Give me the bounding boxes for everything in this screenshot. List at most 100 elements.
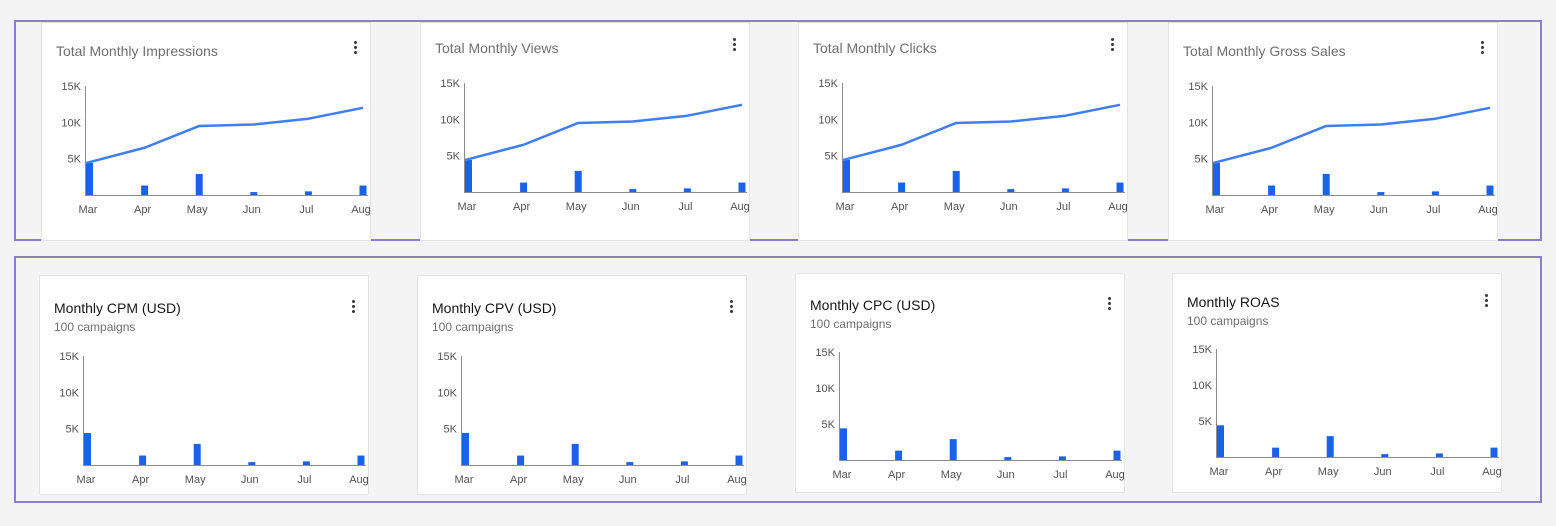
card-title: Monthly ROAS: [1187, 294, 1280, 310]
bar[interactable]: [359, 185, 367, 195]
bar[interactable]: [517, 455, 525, 465]
bar[interactable]: [626, 462, 634, 465]
x-tick-label: Mar: [833, 469, 852, 481]
bar[interactable]: [465, 160, 472, 192]
card-subtitle: 100 campaigns: [810, 317, 892, 331]
overflow-menu-icon[interactable]: [1475, 39, 1489, 57]
chart: 15K 10K 5K Mar Apr May Jun Jul Aug: [437, 351, 746, 486]
bar[interactable]: [84, 433, 91, 465]
x-tick-label: Aug: [1478, 204, 1498, 216]
overflow-menu-icon[interactable]: [1102, 295, 1116, 313]
bar[interactable]: [1486, 185, 1494, 195]
bar[interactable]: [1490, 447, 1498, 457]
y-tick-label: 5K: [66, 424, 80, 436]
chart-card: Monthly CPM (USD) 100 campaigns 15K 10K 5K Ma…: [39, 275, 369, 495]
bar[interactable]: [571, 443, 579, 465]
bar[interactable]: [735, 455, 743, 465]
bottom-kpi-row: Monthly CPM (USD) 100 campaigns 15K 10K 5K Ma…: [14, 256, 1542, 503]
overflow-menu-icon[interactable]: [1105, 36, 1119, 54]
bar[interactable]: [302, 461, 310, 465]
bar[interactable]: [1058, 456, 1066, 460]
y-tick-label: 15K: [1188, 81, 1208, 93]
overflow-menu-icon[interactable]: [724, 298, 738, 316]
menu-dot: [730, 300, 733, 303]
bar[interactable]: [462, 433, 469, 465]
bar[interactable]: [195, 173, 203, 195]
x-tick-label: Aug: [349, 474, 369, 486]
bar[interactable]: [1113, 450, 1121, 460]
y-tick-label: 10K: [1188, 117, 1208, 129]
x-tick-label: Jul: [675, 474, 689, 486]
bar[interactable]: [574, 170, 582, 192]
x-tick-label: Jun: [997, 469, 1015, 481]
bar[interactable]: [1007, 189, 1015, 192]
bar[interactable]: [1268, 185, 1276, 195]
y-tick-label: 10K: [59, 387, 79, 399]
bar[interactable]: [1377, 192, 1385, 195]
bar[interactable]: [738, 182, 746, 192]
bar[interactable]: [193, 443, 201, 465]
card-title: Monthly CPC (USD): [810, 297, 936, 313]
bar[interactable]: [898, 182, 906, 192]
x-tick-label: Jun: [241, 474, 259, 486]
overflow-menu-icon[interactable]: [1479, 292, 1493, 310]
chart: 15K 10K 5K Mar Apr May Jun Jul Aug: [440, 78, 749, 213]
menu-dot: [1481, 41, 1484, 44]
x-tick-label: Jul: [299, 204, 313, 216]
menu-dot: [730, 310, 733, 313]
y-tick-label: 5K: [1195, 154, 1209, 166]
y-tick-label: 5K: [444, 424, 458, 436]
x-tick-label: Jul: [678, 201, 692, 213]
bar[interactable]: [680, 461, 688, 465]
x-tick-label: May: [1314, 204, 1335, 216]
bar[interactable]: [1061, 188, 1069, 192]
bar[interactable]: [1004, 457, 1012, 460]
x-tick-label: Apr: [510, 474, 527, 486]
y-tick-label: 5K: [1199, 416, 1213, 428]
x-tick-label: Jun: [1000, 201, 1018, 213]
bar[interactable]: [1116, 182, 1124, 192]
bar[interactable]: [1326, 436, 1334, 457]
trend-line[interactable]: [1212, 106, 1491, 165]
menu-dot: [354, 41, 357, 44]
trend-line[interactable]: [842, 103, 1121, 162]
bar[interactable]: [1435, 453, 1443, 457]
bar[interactable]: [843, 160, 850, 192]
bar[interactable]: [683, 188, 691, 192]
bar[interactable]: [952, 170, 960, 192]
overflow-menu-icon[interactable]: [346, 298, 360, 316]
trend-line[interactable]: [464, 103, 743, 162]
bar[interactable]: [629, 189, 637, 192]
bar[interactable]: [1217, 425, 1224, 457]
overflow-menu-icon[interactable]: [348, 39, 362, 57]
menu-dot: [352, 310, 355, 313]
bar[interactable]: [248, 462, 256, 465]
bar[interactable]: [1322, 173, 1330, 195]
chart-card: Monthly ROAS 100 campaigns 15K 10K 5K Mar Apr M…: [1172, 273, 1502, 493]
bar[interactable]: [1213, 163, 1220, 195]
bar[interactable]: [139, 455, 147, 465]
bar[interactable]: [949, 439, 957, 460]
x-tick-label: Jul: [1426, 204, 1440, 216]
bar[interactable]: [1272, 447, 1280, 457]
card-title: Monthly CPM (USD): [54, 300, 181, 316]
bar[interactable]: [840, 428, 847, 460]
y-tick-label: 15K: [815, 347, 835, 359]
x-tick-label: Apr: [888, 469, 905, 481]
x-tick-label: Aug: [1105, 469, 1125, 481]
overflow-menu-icon[interactable]: [727, 36, 741, 54]
trend-line[interactable]: [85, 106, 364, 165]
x-tick-label: May: [566, 201, 587, 213]
bar[interactable]: [1431, 191, 1439, 195]
menu-dot: [1111, 38, 1114, 41]
bar[interactable]: [520, 182, 528, 192]
bar[interactable]: [86, 163, 93, 195]
bar[interactable]: [250, 192, 258, 195]
bar[interactable]: [304, 191, 312, 195]
bar[interactable]: [357, 455, 365, 465]
chart-card: Total Monthly Gross Sales 15K 10K 5K Mar Apr M…: [1168, 22, 1498, 241]
bar[interactable]: [141, 185, 149, 195]
bar[interactable]: [1381, 454, 1389, 457]
menu-dot: [1485, 299, 1488, 302]
bar[interactable]: [895, 450, 903, 460]
